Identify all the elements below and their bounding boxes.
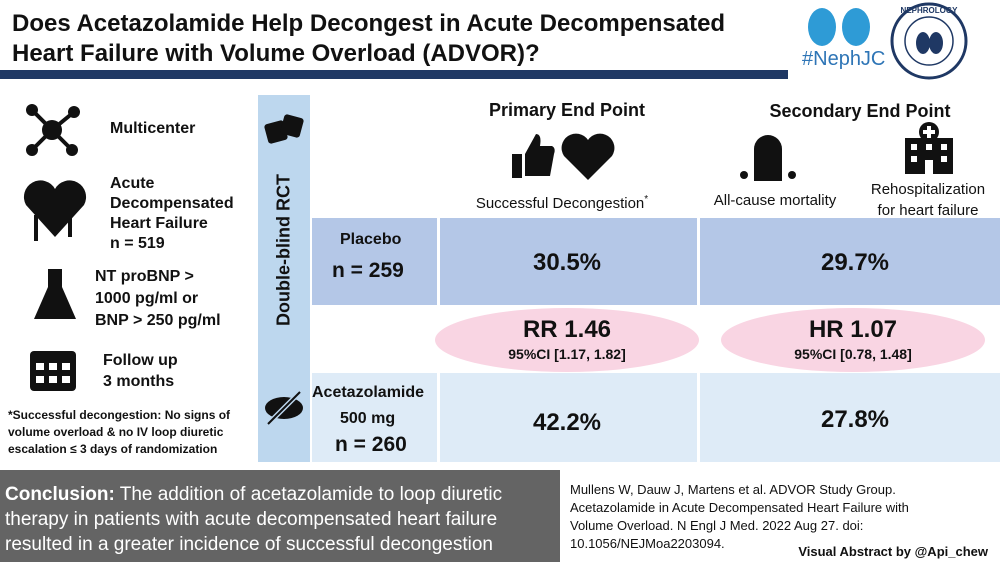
- acetazolamide-dose: 500 mg: [340, 410, 396, 427]
- primary-icon: [512, 133, 615, 180]
- acetazolamide-secondary: 27.8%: [820, 406, 890, 433]
- heart-icon: [23, 180, 87, 241]
- conclusion-text: therapy in patients with acute decompens…: [5, 509, 498, 530]
- title-bar: [0, 70, 788, 79]
- hospital-icon: [905, 122, 953, 174]
- citation: Mullens W, Dauw J, Martens et al. ADVOR …: [570, 482, 896, 497]
- conclusion-box: [0, 470, 560, 562]
- placebo-primary: 30.5%: [532, 249, 602, 276]
- footnote: escalation ≤ 3 days of randomization: [8, 442, 218, 456]
- conclusion: Conclusion: The addition of acetazolamid…: [5, 484, 502, 506]
- biomarker: BNP > 250 pg/ml: [95, 312, 221, 329]
- acetazolamide-name: Acetazolamide: [312, 384, 425, 401]
- citation: Volume Overload. N Engl J Med. 2022 Aug …: [570, 518, 864, 533]
- biomarker: NT proBNP >: [95, 268, 194, 285]
- primary-mark: *: [644, 194, 649, 205]
- secondary-outcome: All-cause mortality: [713, 192, 837, 209]
- placebo-cell: [700, 218, 1000, 305]
- citation: Acetazolamide in Acute Decompensated Hea…: [570, 500, 909, 515]
- effect-secondary-ci: 95%CI [0.78, 1.48]: [794, 346, 912, 362]
- placebo-n: n = 259: [332, 259, 404, 282]
- conclusion-text: The addition of acetazolamide to loop di…: [114, 484, 503, 505]
- logo-badge: [890, 2, 968, 80]
- effect-secondary: HR 1.07: [808, 316, 898, 343]
- secondary-heading: Secondary End Point: [769, 101, 951, 121]
- acetazolamide-primary: 42.2%: [532, 409, 602, 436]
- blind-icon: [265, 390, 303, 426]
- acetazolamide-cell: [312, 373, 437, 462]
- placebo-cell: [440, 218, 697, 305]
- primary-outcome-text: Successful Decongestion: [475, 195, 645, 212]
- biomarker: 1000 pg/ml or: [95, 290, 199, 307]
- kidney-icon: [808, 8, 870, 46]
- follow-up: Follow up: [103, 352, 178, 369]
- placebo-secondary: 29.7%: [820, 249, 890, 276]
- acetazolamide-n: n = 260: [335, 433, 407, 456]
- conclusion-text: resulted in a greater incidence of succe…: [5, 534, 493, 555]
- logo-badge-text: NEPHROLOGY: [900, 6, 958, 15]
- footnote: volume overload & no IV loop diuretic: [8, 425, 224, 439]
- condition: n = 519: [110, 235, 165, 252]
- credit: Visual Abstract by @Api_chew: [798, 544, 988, 559]
- dice-icon: [264, 114, 304, 144]
- secondary-outcome: for heart failure: [877, 202, 979, 219]
- condition: Heart Failure: [110, 215, 208, 232]
- conclusion-label: Conclusion:: [5, 484, 115, 505]
- condition: Decompensated: [110, 195, 234, 212]
- site: Multicenter: [110, 120, 196, 137]
- effect-primary-ci: 95%CI [1.17, 1.82]: [508, 346, 626, 362]
- grave-icon: [740, 135, 796, 181]
- network-icon: [26, 104, 80, 156]
- follow-up: 3 months: [103, 373, 175, 390]
- calendar-icon: [30, 351, 76, 391]
- acetazolamide-cell: [440, 373, 697, 462]
- placebo-cell: [312, 218, 437, 305]
- title: Does Acetazolamide Help Decongest in Acu…: [12, 10, 726, 37]
- effect-ellipses: [435, 308, 985, 372]
- acetazolamide-cell: [700, 373, 1000, 462]
- placebo-name: Placebo: [340, 231, 402, 248]
- secondary-outcome: Rehospitalization: [870, 181, 986, 198]
- primary-outcome: Successful Decongestion*: [476, 194, 648, 212]
- title: Heart Failure with Volume Overload (ADVO…: [12, 40, 540, 67]
- logo-text: #NephJC: [802, 48, 886, 70]
- primary-heading: Primary End Point: [488, 100, 646, 120]
- flask-icon: [34, 269, 76, 319]
- effect-primary: RR 1.46: [522, 316, 612, 343]
- citation: 10.1056/NEJMoa2203094.: [570, 536, 725, 551]
- footnote: *Successful decongestion: No signs of: [8, 408, 231, 422]
- condition: Acute: [110, 175, 155, 192]
- design: Double-blind RCT: [273, 174, 294, 326]
